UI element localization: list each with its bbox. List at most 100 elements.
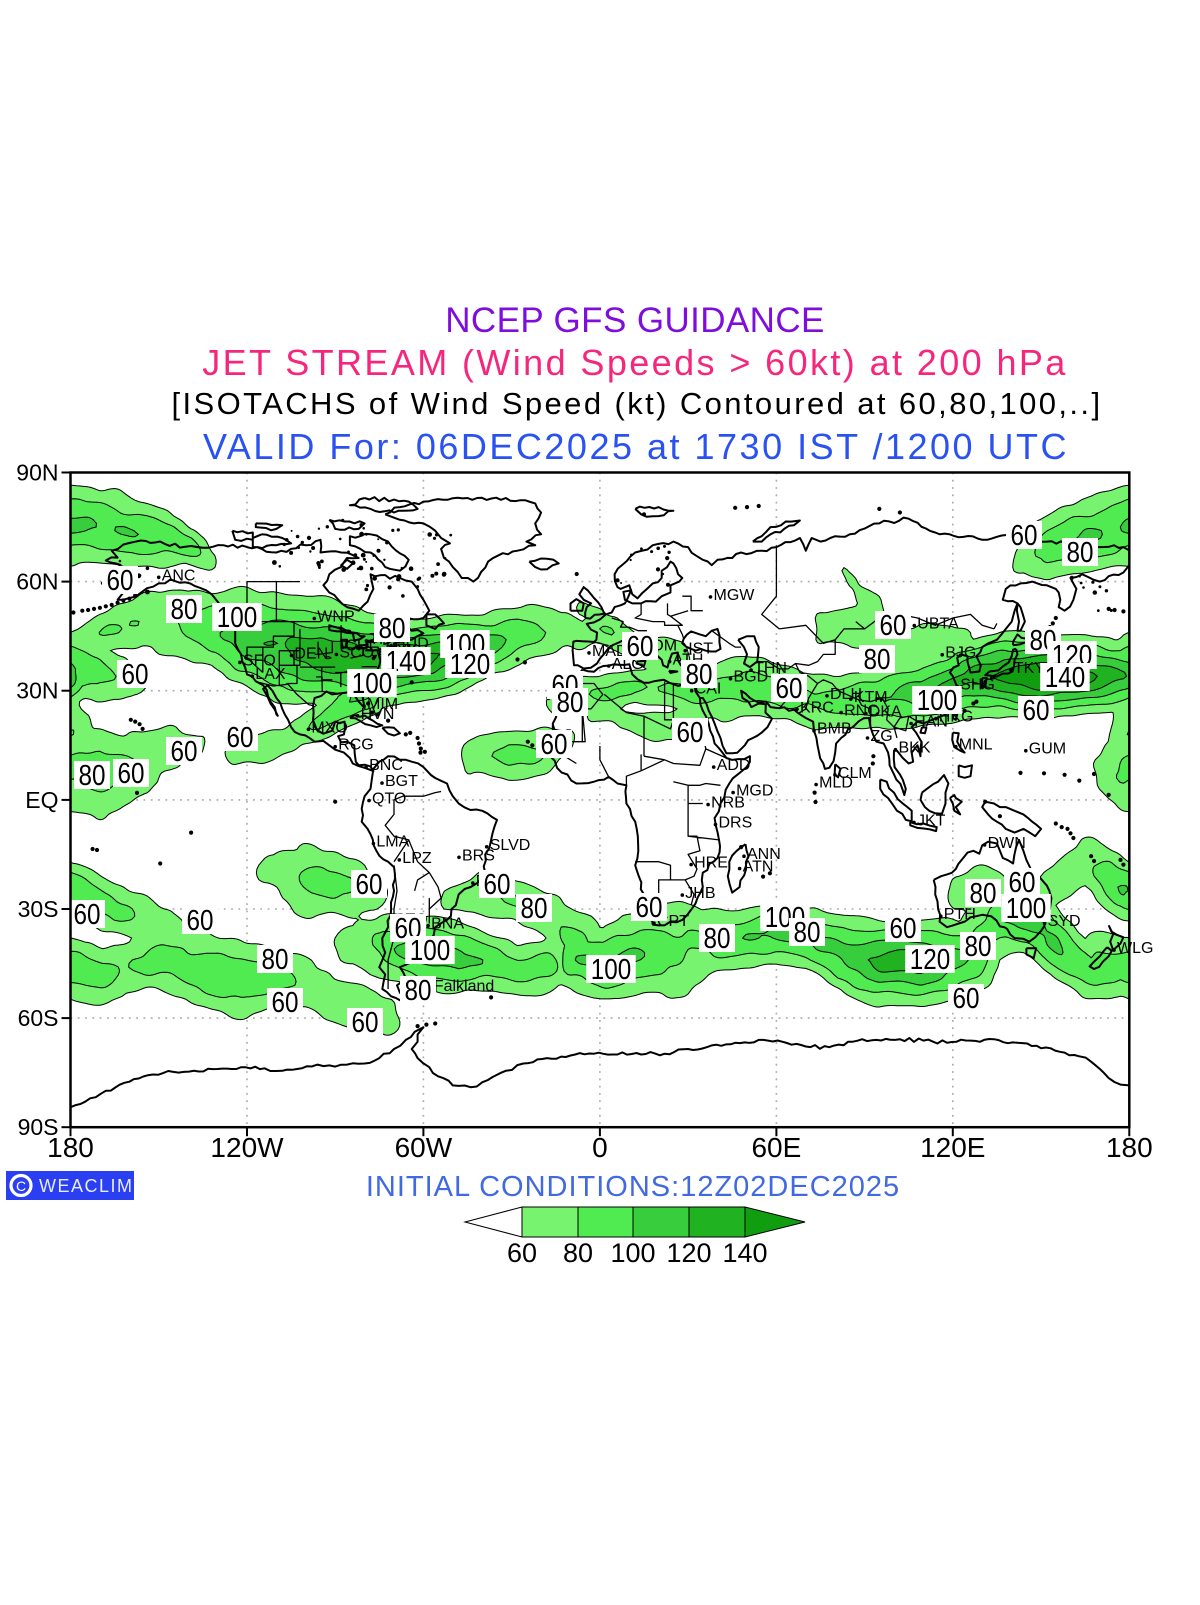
svg-text:MAD: MAD bbox=[592, 643, 628, 660]
svg-text:90S: 90S bbox=[18, 1114, 59, 1140]
svg-text:100: 100 bbox=[917, 685, 958, 717]
svg-text:60: 60 bbox=[953, 983, 980, 1015]
svg-text:80: 80 bbox=[704, 923, 731, 955]
svg-text:140: 140 bbox=[722, 1238, 767, 1268]
svg-text:Falkland: Falkland bbox=[434, 978, 494, 995]
svg-text:LMA: LMA bbox=[376, 834, 409, 851]
svg-text:GUM: GUM bbox=[1029, 741, 1066, 758]
svg-text:80: 80 bbox=[864, 644, 891, 676]
svg-text:KTM: KTM bbox=[854, 689, 888, 706]
svg-text:BNA: BNA bbox=[431, 916, 464, 933]
svg-text:60: 60 bbox=[627, 631, 654, 663]
svg-text:HRE: HRE bbox=[694, 855, 728, 872]
svg-text:30N: 30N bbox=[16, 678, 58, 704]
svg-text:80: 80 bbox=[686, 659, 713, 691]
svg-text:60: 60 bbox=[636, 892, 663, 924]
svg-text:120: 120 bbox=[450, 649, 491, 681]
svg-text:80: 80 bbox=[171, 594, 198, 626]
svg-text:140: 140 bbox=[1045, 662, 1086, 694]
svg-text:JHB: JHB bbox=[685, 885, 715, 902]
svg-text:JET STREAM (Wind Speeds > 60kt: JET STREAM (Wind Speeds > 60kt) at 200 h… bbox=[202, 342, 1067, 383]
svg-text:80: 80 bbox=[262, 944, 289, 976]
svg-text:60: 60 bbox=[507, 1238, 537, 1268]
svg-text:60: 60 bbox=[187, 905, 214, 937]
svg-text:MIM: MIM bbox=[367, 696, 398, 713]
svg-text:NCEP GFS GUIDANCE: NCEP GFS GUIDANCE bbox=[445, 301, 825, 340]
svg-text:ANC: ANC bbox=[162, 567, 196, 584]
svg-text:SYD: SYD bbox=[1048, 913, 1081, 930]
svg-text:60: 60 bbox=[776, 673, 803, 705]
svg-text:INITIAL CONDITIONS:12Z02DEC202: INITIAL CONDITIONS:12Z02DEC2025 bbox=[366, 1171, 900, 1203]
svg-text:60: 60 bbox=[272, 987, 299, 1019]
svg-text:100: 100 bbox=[410, 935, 451, 967]
svg-text:60: 60 bbox=[541, 729, 568, 761]
svg-text:80: 80 bbox=[79, 760, 106, 792]
svg-text:120E: 120E bbox=[920, 1132, 985, 1163]
svg-text:60: 60 bbox=[890, 913, 917, 945]
svg-text:DWN: DWN bbox=[988, 835, 1026, 852]
svg-text:C: C bbox=[16, 1178, 26, 1194]
svg-text:ALG: ALG bbox=[612, 656, 644, 673]
svg-text:SFO: SFO bbox=[243, 652, 276, 669]
svg-text:60: 60 bbox=[880, 610, 907, 642]
svg-text:60: 60 bbox=[1023, 695, 1050, 727]
svg-text:80: 80 bbox=[970, 878, 997, 910]
svg-text:60: 60 bbox=[1011, 520, 1038, 552]
svg-text:CLM: CLM bbox=[838, 765, 872, 782]
svg-text:VALID For: 06DEC2025 at 1730 I: VALID For: 06DEC2025 at 1730 IST /1200 U… bbox=[203, 426, 1069, 467]
svg-text:MGW: MGW bbox=[714, 587, 756, 604]
svg-text:[ISOTACHS of Wind Speed (kt) C: [ISOTACHS of Wind Speed (kt) Contoured a… bbox=[172, 386, 1103, 421]
svg-text:60: 60 bbox=[122, 659, 149, 691]
svg-text:TKY: TKY bbox=[1014, 660, 1045, 677]
svg-text:ANN: ANN bbox=[747, 846, 781, 863]
svg-text:60S: 60S bbox=[18, 1005, 59, 1031]
svg-text:NRB: NRB bbox=[711, 795, 745, 812]
svg-text:LPZ: LPZ bbox=[402, 850, 432, 867]
svg-text:80: 80 bbox=[1067, 537, 1094, 569]
svg-text:LAX: LAX bbox=[255, 666, 286, 683]
svg-text:KRC: KRC bbox=[800, 699, 834, 716]
svg-text:30S: 30S bbox=[18, 896, 59, 922]
svg-text:60: 60 bbox=[1009, 867, 1036, 899]
svg-text:MLD: MLD bbox=[819, 775, 853, 792]
svg-text:MGD: MGD bbox=[736, 783, 773, 800]
svg-text:BKK: BKK bbox=[899, 740, 931, 757]
svg-text:80: 80 bbox=[965, 931, 992, 963]
svg-text:BGD: BGD bbox=[734, 669, 769, 686]
svg-text:RNC: RNC bbox=[844, 703, 879, 720]
svg-text:60: 60 bbox=[74, 899, 101, 931]
svg-text:90N: 90N bbox=[16, 460, 58, 486]
svg-text:80: 80 bbox=[557, 687, 584, 719]
svg-text:60: 60 bbox=[171, 736, 198, 768]
svg-text:80: 80 bbox=[521, 893, 548, 925]
svg-text:WLG: WLG bbox=[1117, 940, 1153, 957]
svg-text:BJG: BJG bbox=[945, 645, 976, 662]
svg-text:BNC: BNC bbox=[369, 757, 403, 774]
svg-text:100: 100 bbox=[1006, 893, 1047, 925]
svg-text:100: 100 bbox=[610, 1238, 655, 1268]
svg-text:60N: 60N bbox=[16, 569, 58, 595]
svg-text:THN: THN bbox=[754, 660, 787, 677]
svg-text:BMB: BMB bbox=[817, 721, 852, 738]
svg-text:BRS: BRS bbox=[462, 847, 495, 864]
svg-text:SLVD: SLVD bbox=[490, 837, 531, 854]
svg-text:EQ: EQ bbox=[25, 787, 58, 813]
svg-text:DKA: DKA bbox=[869, 704, 902, 721]
svg-text:60: 60 bbox=[352, 1007, 379, 1039]
svg-text:60: 60 bbox=[484, 869, 511, 901]
svg-text:60: 60 bbox=[677, 717, 704, 749]
svg-text:60: 60 bbox=[118, 758, 145, 790]
svg-text:MXO: MXO bbox=[311, 719, 347, 736]
svg-text:PTH: PTH bbox=[944, 906, 976, 923]
svg-text:120W: 120W bbox=[210, 1132, 284, 1163]
svg-text:DEN: DEN bbox=[294, 646, 328, 663]
svg-text:0: 0 bbox=[592, 1132, 608, 1163]
svg-text:120: 120 bbox=[666, 1238, 711, 1268]
svg-text:UBTA: UBTA bbox=[917, 616, 959, 633]
svg-text:DRS: DRS bbox=[719, 815, 753, 832]
svg-text:RCG: RCG bbox=[338, 737, 374, 754]
svg-text:80: 80 bbox=[794, 917, 821, 949]
svg-text:60: 60 bbox=[356, 869, 383, 901]
svg-text:ZG: ZG bbox=[871, 728, 893, 745]
svg-text:80: 80 bbox=[563, 1238, 593, 1268]
